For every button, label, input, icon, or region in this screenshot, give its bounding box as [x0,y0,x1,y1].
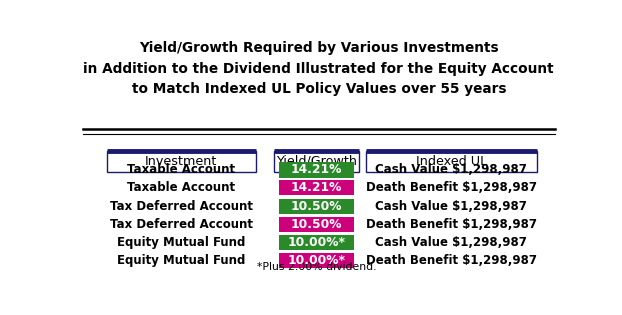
Text: Taxable Account: Taxable Account [128,163,236,176]
Bar [279,216,354,232]
Bar [274,151,358,172]
Text: Indexed UL: Indexed UL [415,155,487,168]
Text: 10.00%*: 10.00%* [287,236,345,249]
Bar [279,180,354,195]
Text: 10.50%: 10.50% [290,200,342,213]
Text: Yield/Growth: Yield/Growth [276,155,357,168]
Bar [279,163,354,178]
Bar [366,151,537,172]
Text: *Plus 2.00% dividend.: *Plus 2.00% dividend. [257,262,376,272]
Text: Cash Value $1,298,987: Cash Value $1,298,987 [376,200,527,213]
Text: Taxable Account: Taxable Account [128,181,236,194]
Text: Tax Deferred Account: Tax Deferred Account [110,218,253,231]
Text: Death Benefit $1,298,987: Death Benefit $1,298,987 [366,254,537,267]
Text: Tax Deferred Account: Tax Deferred Account [110,200,253,213]
Text: to Match Indexed UL Policy Values over 55 years: to Match Indexed UL Policy Values over 5… [131,82,506,96]
Text: Investment: Investment [145,155,218,168]
Bar [279,235,354,250]
Text: Yield/Growth Required by Various Investments: Yield/Growth Required by Various Investm… [139,42,499,55]
Text: Death Benefit $1,298,987: Death Benefit $1,298,987 [366,218,537,231]
Text: Cash Value $1,298,987: Cash Value $1,298,987 [376,163,527,176]
Text: 10.50%: 10.50% [290,218,342,231]
Bar [279,253,354,268]
Text: Cash Value $1,298,987: Cash Value $1,298,987 [376,236,527,249]
Text: 14.21%: 14.21% [290,181,342,194]
Text: Equity Mutual Fund: Equity Mutual Fund [117,236,246,249]
Text: Death Benefit $1,298,987: Death Benefit $1,298,987 [366,181,537,194]
Text: Equity Mutual Fund: Equity Mutual Fund [117,254,246,267]
Text: 10.00%*: 10.00%* [287,254,345,267]
Text: in Addition to the Dividend Illustrated for the Equity Account: in Addition to the Dividend Illustrated … [83,61,554,76]
Bar [107,151,256,172]
Bar [279,199,354,214]
Text: 14.21%: 14.21% [290,163,342,176]
